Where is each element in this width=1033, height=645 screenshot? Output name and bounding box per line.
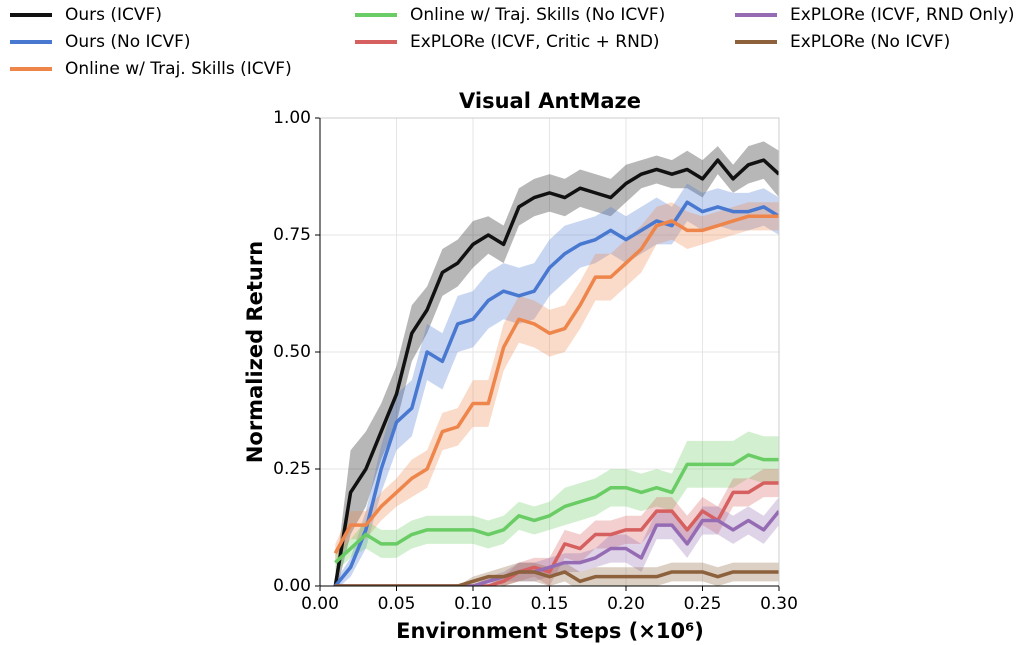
series-line (335, 510, 779, 586)
error-band (335, 183, 779, 586)
x-tick-label: 0.25 (684, 594, 722, 614)
legend-label: ExPLORe (ICVF, Critic + RND) (410, 32, 660, 52)
series-line (333, 158, 779, 586)
x-tick-label: 0.05 (378, 594, 416, 614)
error-band (335, 497, 779, 586)
x-tick-label: 0.10 (454, 594, 492, 614)
y-axis-label: Normalized Return (243, 241, 267, 463)
series-line (333, 200, 779, 586)
error-band (335, 431, 779, 572)
y-tick-label: 0.75 (273, 225, 311, 245)
x-axis-label: Environment Steps (×10⁶) (396, 619, 704, 643)
chart-title: Visual AntMaze (459, 89, 641, 113)
error-band (335, 469, 779, 586)
legend-label: Online w/ Traj. Skills (No ICVF) (410, 5, 665, 25)
series-line (335, 481, 779, 586)
legend-label: ExPLORe (ICVF, RND Only) (790, 5, 1015, 25)
legend-label: Ours (ICVF) (65, 5, 162, 25)
legend-label: Online w/ Traj. Skills (ICVF) (65, 59, 292, 79)
y-tick-label: 1.00 (273, 108, 311, 128)
x-tick-label: 0.15 (531, 594, 569, 614)
series-line (333, 214, 779, 555)
x-tick-label: 0.00 (301, 594, 339, 614)
series-line (335, 570, 779, 586)
y-tick-label: 0.25 (273, 459, 311, 479)
legend-label: ExPLORe (No ICVF) (790, 32, 950, 52)
y-tick-label: 0.00 (273, 576, 311, 596)
x-tick-label: 0.20 (607, 594, 645, 614)
error-band (335, 141, 779, 586)
y-tick-label: 0.50 (273, 342, 311, 362)
x-tick-label: 0.30 (760, 594, 798, 614)
series-line (334, 453, 779, 564)
legend-label: Ours (No ICVF) (65, 32, 190, 52)
